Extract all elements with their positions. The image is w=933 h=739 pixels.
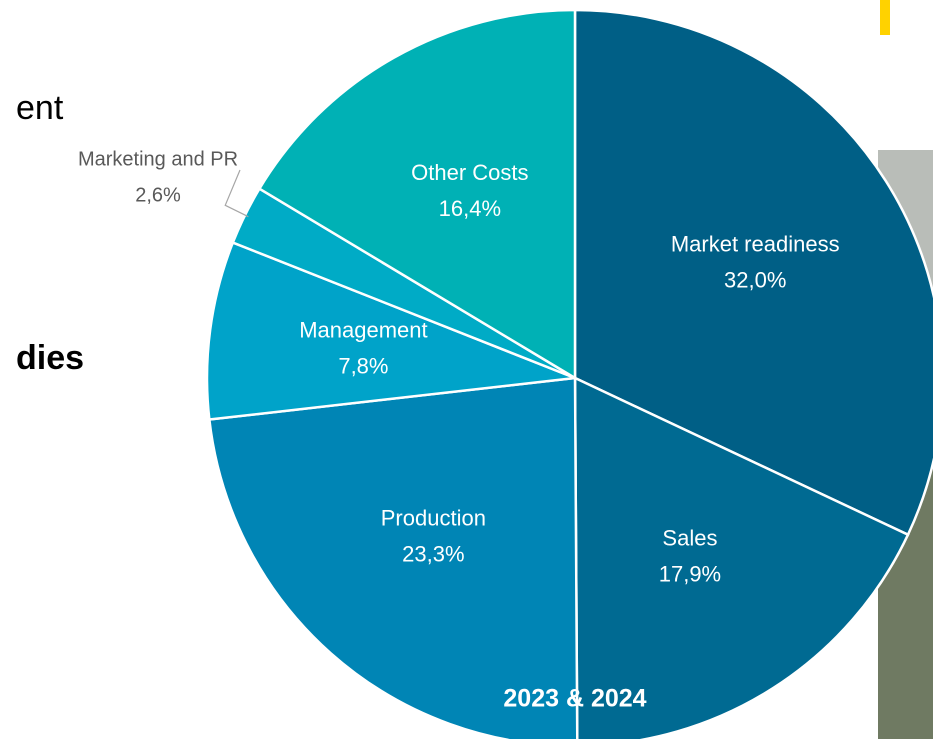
slice-value-label: 23,3%: [402, 541, 464, 566]
annotation: 2023 & 2024: [503, 685, 646, 713]
slice-value-label: 16,4%: [439, 196, 501, 221]
slice-label: Sales: [662, 526, 717, 551]
accent-bar: [880, 0, 890, 35]
slice-label: Management: [299, 318, 427, 343]
pie-slice: [573, 8, 933, 537]
slice-value-label: 7,8%: [338, 354, 388, 379]
slice-value-label: 2,6%: [135, 184, 181, 206]
pie-slice: [573, 376, 910, 739]
slide-text: ent: [16, 89, 64, 127]
slide-text: dies: [16, 339, 84, 377]
slice-label: Other Costs: [411, 160, 528, 185]
slice-label: Marketing and PR: [78, 148, 238, 170]
leader-line: [224, 169, 249, 218]
slice-value-label: 32,0%: [724, 267, 786, 292]
pie-slice: [205, 240, 576, 421]
slice-label: Market readiness: [671, 231, 840, 256]
slice-label: Production: [381, 505, 486, 530]
pie-chart: Market readiness 32,0% Sales 17,9% Productio…: [78, 8, 933, 739]
pie-slice: [207, 376, 579, 739]
pie-slice: [257, 8, 577, 381]
slice-value-label: 17,9%: [659, 562, 721, 587]
